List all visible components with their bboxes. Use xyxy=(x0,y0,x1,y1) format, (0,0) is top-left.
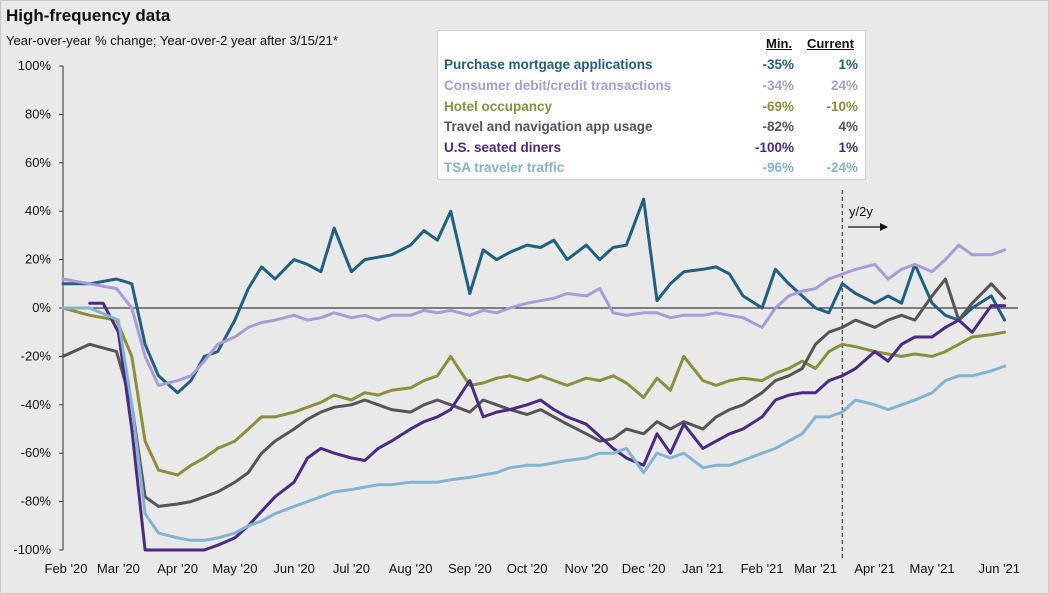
y-tick-label: 0% xyxy=(32,300,51,315)
legend-current: 4% xyxy=(838,119,858,134)
y-tick-label: -80% xyxy=(21,494,52,509)
series-lines xyxy=(61,197,1007,552)
legend-name: Purchase mortgage applications xyxy=(444,57,653,72)
x-tick-label: Jan '21 xyxy=(682,561,724,576)
legend-row-transactions: Consumer debit/credit transactions -34% … xyxy=(444,78,860,98)
y-tick-label: 100% xyxy=(18,58,52,73)
legend-row-travel-app: Travel and navigation app usage -82% 4% xyxy=(444,119,860,139)
series-line-0 xyxy=(61,197,1007,395)
x-tick-label: Jul '20 xyxy=(333,561,370,576)
legend-min: -34% xyxy=(762,78,794,93)
legend-min: -69% xyxy=(762,99,794,114)
y-tick-label: 80% xyxy=(25,106,51,121)
x-tick-label: Feb '21 xyxy=(741,561,784,576)
x-tick-label: Oct '20 xyxy=(507,561,548,576)
x-tick-label: Sep '20 xyxy=(448,561,492,576)
legend-row-hotel: Hotel occupancy -69% -10% xyxy=(444,99,860,119)
x-tick-label: Mar '20 xyxy=(97,561,140,576)
chart-subtitle: Year-over-year % change; Year-over-2 yea… xyxy=(6,33,338,48)
legend-name: TSA traveler traffic xyxy=(444,160,565,175)
x-tick-label: May '20 xyxy=(212,561,257,576)
legend-name: Travel and navigation app usage xyxy=(444,119,653,134)
legend-row-tsa: TSA traveler traffic -96% -24% xyxy=(444,160,860,180)
x-tick-label: Apr '20 xyxy=(157,561,198,576)
legend-current: -24% xyxy=(826,160,858,175)
x-tick-label: Mar '21 xyxy=(794,561,837,576)
axes: 100% 80% 60% 40% 20% 0% -20% -40% -60% -80% -100% F… xyxy=(13,58,1020,576)
y-tick-label: -20% xyxy=(21,348,52,363)
x-tick-label: Aug '20 xyxy=(389,561,433,576)
legend-name: Hotel occupancy xyxy=(444,99,553,114)
series-line-1 xyxy=(61,243,1007,387)
x-tick-label: Apr '21 xyxy=(854,561,895,576)
legend-current: 24% xyxy=(830,78,858,93)
legend-min: -35% xyxy=(762,57,794,72)
y2y-annotation: y/2y xyxy=(849,204,873,219)
series-line-2 xyxy=(61,306,1007,477)
legend-row-mortgage: Purchase mortgage applications -35% 1% xyxy=(444,57,860,77)
legend-header-min: Min. xyxy=(766,36,792,51)
y-tick-label: 60% xyxy=(25,155,51,170)
legend-name: U.S. seated diners xyxy=(444,140,562,155)
y-tick-label: -60% xyxy=(21,445,52,460)
y2y-arrow xyxy=(848,223,888,231)
legend-row-seated-diners: U.S. seated diners -100% 1% xyxy=(444,140,860,160)
series-line-5 xyxy=(61,306,1007,542)
series-line-4 xyxy=(88,301,1007,552)
y-tick-label: 40% xyxy=(25,203,51,218)
x-tick-label: Nov '20 xyxy=(565,561,609,576)
legend-name: Consumer debit/credit transactions xyxy=(444,78,672,93)
chart-title: High-frequency data xyxy=(6,6,171,25)
legend-min: -96% xyxy=(762,160,794,175)
legend-min: -100% xyxy=(754,140,794,155)
x-tick-label: May '21 xyxy=(909,561,954,576)
series-line-3 xyxy=(61,277,1007,508)
legend-box: Min. Current Purchase mortgage applicati… xyxy=(437,30,866,180)
legend-header-current: Current xyxy=(807,36,854,51)
x-tick-label: Feb '20 xyxy=(45,561,88,576)
legend-current: -10% xyxy=(826,99,858,114)
x-tick-label: Dec '20 xyxy=(622,561,666,576)
legend-current: 1% xyxy=(838,57,858,72)
legend-min: -82% xyxy=(762,119,794,134)
legend-current: 1% xyxy=(838,140,858,155)
y-tick-label: -100% xyxy=(13,542,51,557)
x-tick-label: Jun '21 xyxy=(979,561,1021,576)
x-tick-label: Jun '20 xyxy=(273,561,315,576)
y-tick-label: 20% xyxy=(25,252,51,267)
y-tick-label: -40% xyxy=(21,397,52,412)
